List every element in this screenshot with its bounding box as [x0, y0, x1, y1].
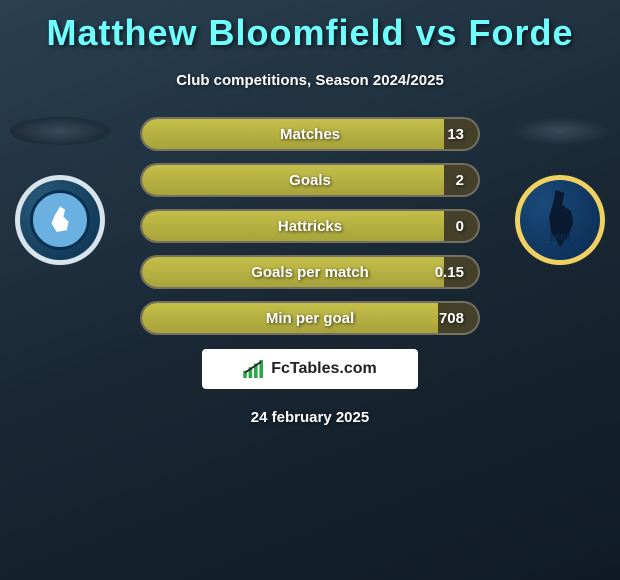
stat-value-right: 0.15 [435, 264, 464, 281]
brand-text: FcTables.com [271, 360, 377, 378]
stat-row: Matches 13 [140, 117, 480, 151]
brand-badge[interactable]: FcTables.com [202, 349, 418, 389]
bar-chart-icon [243, 360, 265, 378]
page-title: Matthew Bloomfield vs Forde [0, 0, 620, 54]
crest-inner [30, 190, 90, 250]
stat-value-right: 0 [456, 218, 464, 235]
stat-label: Goals [289, 172, 331, 189]
stat-value-right: 2 [456, 172, 464, 189]
subtitle: Club competitions, Season 2024/2025 [0, 72, 620, 89]
player-left-placeholder [10, 117, 110, 145]
stat-row: Hattricks 0 [140, 209, 480, 243]
stat-label: Goals per match [251, 264, 369, 281]
stats-list: Matches 13 Goals 2 Hattricks 0 Goals per match… [140, 117, 480, 335]
stat-label: Min per goal [266, 310, 354, 327]
stat-value-right: 13 [447, 126, 464, 143]
stat-row: Goals 2 [140, 163, 480, 197]
stat-row: Min per goal 708 [140, 301, 480, 335]
stat-value-right: 708 [439, 310, 464, 327]
club-crest-left [15, 175, 105, 265]
stat-label: Hattricks [278, 218, 342, 235]
stat-row: Goals per match 0.15 [140, 255, 480, 289]
date-label: 24 february 2025 [0, 409, 620, 426]
player-right-placeholder [510, 117, 610, 145]
swan-icon [43, 203, 77, 237]
stat-label: Matches [280, 126, 340, 143]
comparison-panel: 1883 Matches 13 Goals 2 Hattricks 0 Goals per … [0, 117, 620, 426]
club-crest-right: 1883 [515, 175, 605, 265]
crest-year: 1883 [549, 233, 571, 244]
